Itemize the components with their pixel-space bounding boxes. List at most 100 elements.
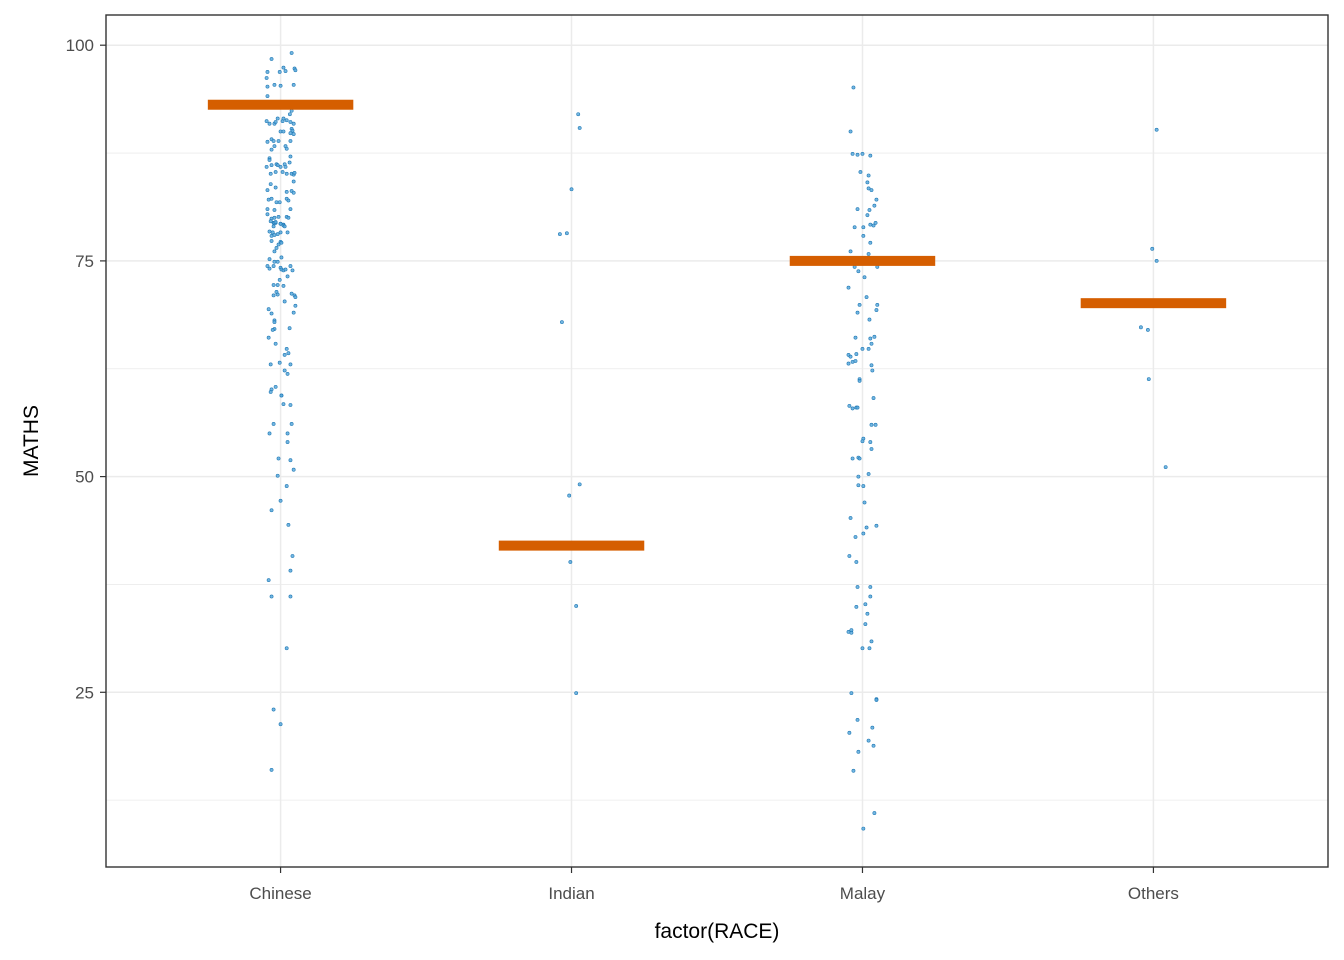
- data-point-chinese: [269, 147, 274, 152]
- data-point-chinese: [271, 139, 276, 143]
- data-point-chinese: [278, 230, 283, 235]
- data-point-chinese: [275, 259, 280, 264]
- data-point-malay: [874, 698, 879, 702]
- data-point-malay: [848, 354, 853, 359]
- data-point-malay: [863, 622, 868, 627]
- data-point-chinese: [274, 246, 279, 250]
- data-point-malay: [858, 170, 863, 174]
- data-point-indian: [569, 187, 574, 192]
- data-point-malay: [868, 153, 873, 158]
- x-tick-label-others: Others: [1128, 884, 1179, 903]
- data-point-chinese: [292, 170, 297, 175]
- data-point-chinese: [288, 154, 293, 159]
- data-point-chinese: [284, 171, 289, 176]
- data-point-chinese: [269, 163, 274, 168]
- data-point-chinese: [268, 362, 273, 367]
- data-point-chinese: [273, 185, 278, 190]
- data-point-malay: [860, 152, 865, 156]
- data-point-indian: [574, 604, 579, 608]
- data-point-chinese: [267, 257, 272, 262]
- data-point-indian: [564, 231, 569, 236]
- data-point-chinese: [291, 121, 296, 126]
- data-point-chinese: [285, 274, 290, 279]
- data-point-chinese: [271, 422, 276, 426]
- data-point-chinese: [290, 554, 295, 558]
- data-point-malay: [857, 378, 862, 383]
- data-point-others: [1146, 328, 1150, 332]
- data-point-chinese: [266, 307, 271, 312]
- y-axis-title: MATHS: [20, 405, 43, 477]
- data-point-chinese: [288, 403, 293, 407]
- data-point-chinese: [267, 266, 272, 271]
- data-point-malay: [869, 188, 874, 193]
- data-point-chinese: [284, 484, 289, 488]
- y-tick-label: 50: [75, 468, 94, 487]
- data-point-chinese: [265, 212, 270, 217]
- data-point-chinese: [284, 346, 289, 351]
- data-point-chinese: [275, 283, 280, 287]
- mean-bar-chinese: [207, 99, 354, 110]
- data-point-chinese: [278, 722, 283, 727]
- data-point-malay: [856, 749, 861, 754]
- data-point-malay: [855, 405, 860, 410]
- data-point-malay: [851, 85, 856, 90]
- data-point-malay: [860, 346, 865, 351]
- data-point-malay: [874, 197, 879, 202]
- data-point-malay: [848, 129, 853, 134]
- data-point-malay: [855, 310, 860, 315]
- data-point-malay: [871, 223, 876, 228]
- data-point-chinese: [288, 131, 293, 136]
- data-point-chinese: [273, 170, 278, 174]
- data-point-chinese: [285, 440, 290, 444]
- data-point-malay: [867, 317, 872, 322]
- data-point-chinese: [280, 170, 285, 174]
- data-point-indian: [567, 493, 572, 498]
- data-point-malay: [866, 186, 871, 191]
- data-point-chinese: [288, 120, 293, 124]
- data-point-chinese: [289, 422, 294, 426]
- data-point-indian: [577, 482, 582, 487]
- data-point-chinese: [271, 264, 276, 268]
- data-point-malay: [866, 346, 871, 351]
- data-point-chinese: [269, 196, 274, 201]
- data-point-chinese: [278, 498, 283, 503]
- data-point-others: [1163, 465, 1168, 469]
- data-point-malay: [874, 308, 879, 312]
- data-point-malay: [860, 646, 865, 651]
- data-point-malay: [847, 730, 852, 735]
- data-point-malay: [864, 525, 869, 530]
- x-axis-title: factor(RACE): [655, 920, 780, 943]
- mean-bar-others: [1080, 298, 1227, 309]
- data-point-chinese: [286, 351, 291, 356]
- data-point-malay: [857, 456, 862, 461]
- data-point-chinese: [277, 360, 282, 365]
- data-point-chinese: [293, 68, 298, 73]
- mean-bar-indian: [498, 540, 645, 551]
- data-point-malay: [850, 456, 855, 461]
- data-point-malay: [866, 472, 871, 476]
- data-point-chinese: [278, 164, 283, 169]
- data-point-chinese: [279, 393, 284, 398]
- data-point-malay: [872, 334, 877, 339]
- data-point-malay: [854, 352, 859, 356]
- data-point-chinese: [268, 219, 273, 224]
- data-point-malay: [853, 535, 858, 539]
- data-point-chinese: [275, 292, 280, 297]
- data-point-chinese: [265, 264, 270, 268]
- data-point-others: [1154, 127, 1159, 132]
- data-point-others: [1146, 377, 1151, 381]
- data-point-indian: [568, 560, 573, 564]
- data-point-malay: [871, 743, 876, 748]
- data-point-malay: [855, 585, 860, 589]
- data-point-chinese: [273, 220, 278, 224]
- data-point-indian: [557, 232, 562, 237]
- data-point-chinese: [273, 341, 278, 346]
- data-point-malay: [846, 361, 851, 366]
- data-point-malay: [863, 602, 868, 607]
- data-point-chinese: [274, 200, 279, 205]
- data-point-chinese: [272, 259, 277, 264]
- data-point-malay: [860, 439, 865, 444]
- x-tick-label-malay: Malay: [840, 884, 886, 903]
- data-point-malay: [861, 484, 866, 488]
- data-point-chinese: [286, 215, 291, 220]
